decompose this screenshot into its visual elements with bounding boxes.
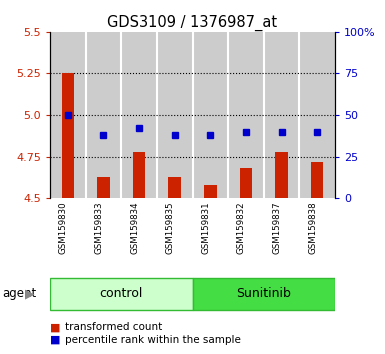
Text: percentile rank within the sample: percentile rank within the sample	[65, 335, 241, 345]
Text: GSM159830: GSM159830	[59, 202, 68, 255]
FancyBboxPatch shape	[192, 278, 335, 310]
Text: GSM159835: GSM159835	[166, 202, 175, 255]
Bar	[275, 152, 288, 198]
Bar	[204, 185, 216, 198]
Text: ■: ■	[50, 322, 60, 332]
Bar	[157, 32, 192, 198]
Bar	[311, 162, 323, 198]
Bar	[133, 152, 145, 198]
Text: ▶: ▶	[25, 287, 35, 300]
Text: Sunitinib: Sunitinib	[236, 287, 291, 300]
Bar	[169, 177, 181, 198]
Title: GDS3109 / 1376987_at: GDS3109 / 1376987_at	[107, 14, 278, 30]
Text: GSM159831: GSM159831	[201, 202, 210, 255]
Text: transformed count: transformed count	[65, 322, 163, 332]
Text: GSM159838: GSM159838	[308, 202, 317, 255]
Bar	[228, 32, 264, 198]
Bar	[50, 32, 85, 198]
Bar	[85, 32, 121, 198]
Text: agent: agent	[2, 287, 36, 300]
Text: ■: ■	[50, 335, 60, 345]
Bar	[264, 32, 300, 198]
Bar	[240, 168, 252, 198]
Bar	[192, 32, 228, 198]
Text: GSM159834: GSM159834	[130, 202, 139, 255]
Text: GSM159833: GSM159833	[94, 202, 104, 255]
FancyBboxPatch shape	[50, 278, 192, 310]
Bar	[121, 32, 157, 198]
Bar	[97, 177, 110, 198]
Text: control: control	[100, 287, 143, 300]
Bar	[300, 32, 335, 198]
Bar	[62, 74, 74, 198]
Text: GSM159837: GSM159837	[273, 202, 281, 255]
Text: GSM159832: GSM159832	[237, 202, 246, 255]
